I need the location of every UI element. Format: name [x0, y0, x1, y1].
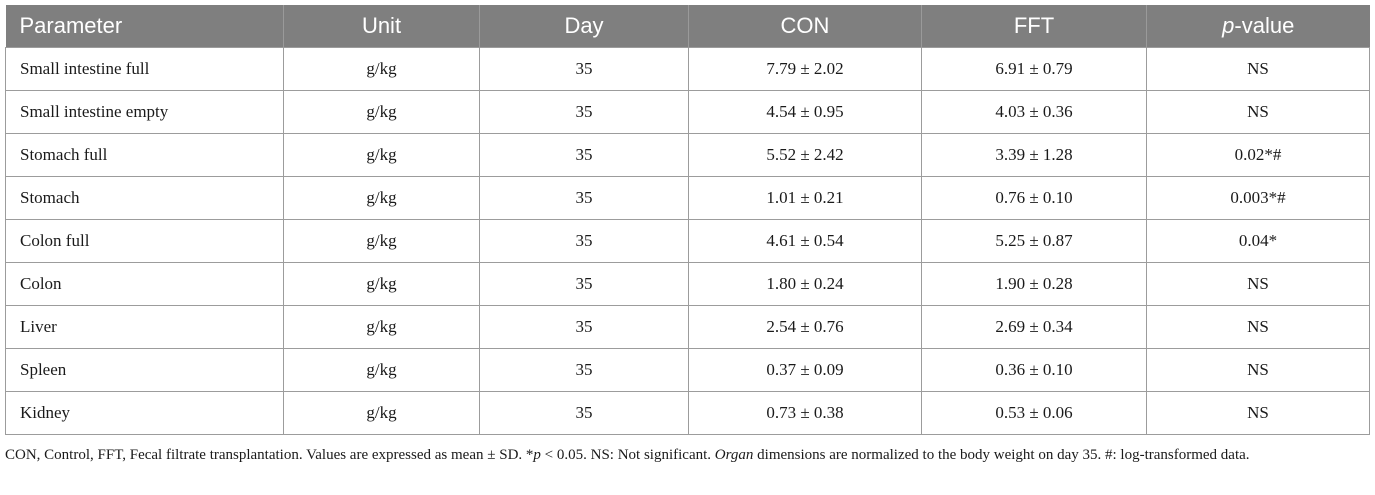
cell-day: 35 — [479, 90, 689, 134]
header-p-symbol: p — [1222, 13, 1235, 38]
cell-day: 35 — [479, 47, 689, 91]
cell-fft: 6.91 ± 0.79 — [921, 47, 1147, 91]
cell-con: 0.73 ± 0.38 — [688, 391, 922, 435]
cell-p-value: NS — [1146, 47, 1370, 91]
table-row: Liver g/kg 35 2.54 ± 0.76 2.69 ± 0.34 NS — [5, 305, 1370, 349]
cell-unit: g/kg — [283, 176, 480, 220]
cell-con: 1.80 ± 0.24 — [688, 262, 922, 306]
cell-day: 35 — [479, 219, 689, 263]
table-row: Stomach full g/kg 35 5.52 ± 2.42 3.39 ± 1.28… — [5, 133, 1370, 177]
cell-parameter: Small intestine full — [5, 47, 284, 91]
cell-p-value: NS — [1146, 348, 1370, 392]
cell-fft: 2.69 ± 0.34 — [921, 305, 1147, 349]
header-parameter: Parameter — [5, 5, 284, 48]
table-row: Small intestine empty g/kg 35 4.54 ± 0.95 4.… — [5, 90, 1370, 134]
header-row: Parameter Unit Day CON FFT p-value — [5, 5, 1370, 48]
cell-day: 35 — [479, 348, 689, 392]
cell-fft: 1.90 ± 0.28 — [921, 262, 1147, 306]
cell-parameter: Small intestine empty — [5, 90, 284, 134]
table-row: Colon full g/kg 35 4.61 ± 0.54 5.25 ± 0.87 0.… — [5, 219, 1370, 263]
table-row: Small intestine full g/kg 35 7.79 ± 2.02 6.9… — [5, 47, 1370, 91]
organ-weight-table: Parameter Unit Day CON FFT p-value Small… — [5, 5, 1370, 435]
data-table-container: Parameter Unit Day CON FFT p-value Small… — [5, 5, 1370, 435]
table-body: Small intestine full g/kg 35 7.79 ± 2.02 6.9… — [5, 47, 1370, 435]
cell-day: 35 — [479, 262, 689, 306]
table-row: Stomach g/kg 35 1.01 ± 0.21 0.76 ± 0.10 0.003… — [5, 176, 1370, 220]
header-day: Day — [479, 5, 689, 48]
header-p-suffix: -value — [1234, 13, 1295, 38]
cell-p-value: NS — [1146, 262, 1370, 306]
footnote-part3: dimensions are normalized to the body we… — [753, 447, 1250, 463]
cell-day: 35 — [479, 391, 689, 435]
cell-unit: g/kg — [283, 133, 480, 177]
table-row: Spleen g/kg 35 0.37 ± 0.09 0.36 ± 0.10 NS — [5, 348, 1370, 392]
table-row: Kidney g/kg 35 0.73 ± 0.38 0.53 ± 0.06 NS — [5, 391, 1370, 435]
cell-fft: 0.36 ± 0.10 — [921, 348, 1147, 392]
cell-fft: 5.25 ± 0.87 — [921, 219, 1147, 263]
header-con: CON — [688, 5, 922, 48]
cell-unit: g/kg — [283, 47, 480, 91]
cell-con: 4.54 ± 0.95 — [688, 90, 922, 134]
cell-day: 35 — [479, 176, 689, 220]
cell-unit: g/kg — [283, 305, 480, 349]
footnote-organ-word: Organ — [714, 447, 754, 463]
header-fft: FFT — [921, 5, 1147, 48]
cell-parameter: Kidney — [5, 391, 284, 435]
cell-parameter: Liver — [5, 305, 284, 349]
cell-day: 35 — [479, 133, 689, 177]
cell-p-value: 0.003*# — [1146, 176, 1370, 220]
cell-unit: g/kg — [283, 262, 480, 306]
cell-unit: g/kg — [283, 219, 480, 263]
cell-con: 7.79 ± 2.02 — [688, 47, 922, 91]
cell-unit: g/kg — [283, 391, 480, 435]
table-row: Colon g/kg 35 1.80 ± 0.24 1.90 ± 0.28 NS — [5, 262, 1370, 306]
cell-fft: 0.76 ± 0.10 — [921, 176, 1147, 220]
cell-p-value: 0.04* — [1146, 219, 1370, 263]
cell-parameter: Colon — [5, 262, 284, 306]
footnote-part1: CON, Control, FFT, Fecal filtrate transp… — [5, 447, 534, 463]
cell-parameter: Spleen — [5, 348, 284, 392]
cell-p-value: 0.02*# — [1146, 133, 1370, 177]
cell-p-value: NS — [1146, 391, 1370, 435]
table-footnote: CON, Control, FFT, Fecal filtrate transp… — [5, 444, 1369, 466]
cell-unit: g/kg — [283, 90, 480, 134]
cell-p-value: NS — [1146, 305, 1370, 349]
cell-parameter: Stomach — [5, 176, 284, 220]
header-p-value: p-value — [1146, 5, 1370, 48]
cell-day: 35 — [479, 305, 689, 349]
cell-unit: g/kg — [283, 348, 480, 392]
cell-p-value: NS — [1146, 90, 1370, 134]
cell-con: 0.37 ± 0.09 — [688, 348, 922, 392]
footnote-p-symbol: p — [533, 447, 541, 463]
cell-fft: 4.03 ± 0.36 — [921, 90, 1147, 134]
cell-parameter: Stomach full — [5, 133, 284, 177]
cell-con: 1.01 ± 0.21 — [688, 176, 922, 220]
table-header: Parameter Unit Day CON FFT p-value — [5, 5, 1370, 48]
header-unit: Unit — [283, 5, 480, 48]
cell-con: 2.54 ± 0.76 — [688, 305, 922, 349]
cell-fft: 0.53 ± 0.06 — [921, 391, 1147, 435]
cell-con: 5.52 ± 2.42 — [688, 133, 922, 177]
footnote-part2: < 0.05. NS: Not significant. — [540, 447, 715, 463]
cell-fft: 3.39 ± 1.28 — [921, 133, 1147, 177]
cell-con: 4.61 ± 0.54 — [688, 219, 922, 263]
cell-parameter: Colon full — [5, 219, 284, 263]
